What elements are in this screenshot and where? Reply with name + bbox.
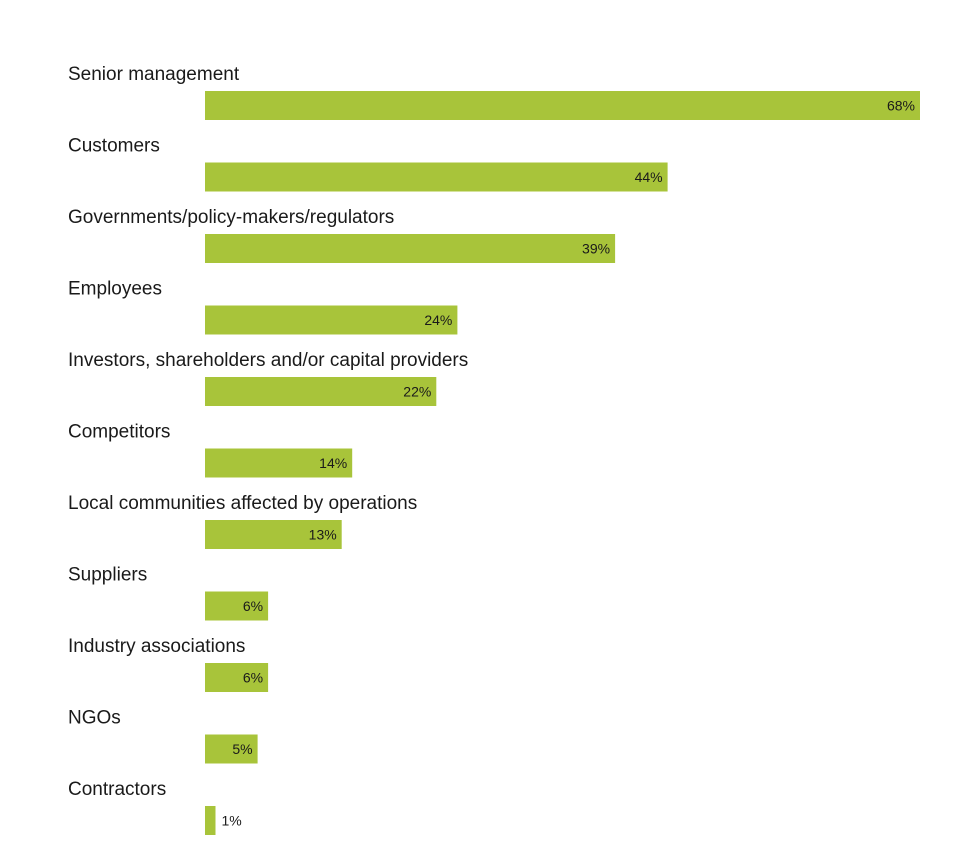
category-label: Suppliers xyxy=(68,565,147,586)
category-label: Investors, shareholders and/or capital p… xyxy=(68,350,468,371)
bar xyxy=(205,806,216,835)
bar xyxy=(205,663,269,692)
category-label: Industry associations xyxy=(68,636,245,657)
bar xyxy=(205,162,668,192)
bar xyxy=(205,591,269,621)
value-label: 5% xyxy=(232,741,252,757)
value-label: 6% xyxy=(243,598,263,614)
bar xyxy=(205,91,920,120)
bar xyxy=(205,377,437,406)
category-label: Local communities affected by operations xyxy=(68,493,417,514)
bar xyxy=(205,305,458,335)
value-label: 14% xyxy=(319,455,347,471)
bar xyxy=(205,734,258,764)
category-label: Senior management xyxy=(68,64,240,85)
bar xyxy=(205,520,342,549)
bar xyxy=(205,448,353,478)
category-label: Customers xyxy=(68,136,160,157)
bar xyxy=(205,234,616,263)
category-label: Competitors xyxy=(68,422,170,443)
value-label: 24% xyxy=(424,312,452,328)
category-label: NGOs xyxy=(68,708,121,729)
value-label: 1% xyxy=(222,813,242,829)
value-label: 6% xyxy=(243,670,263,686)
category-label: Employees xyxy=(68,279,162,300)
category-label: Governments/policy-makers/regulators xyxy=(68,207,394,228)
value-label: 44% xyxy=(635,169,663,185)
value-label: 22% xyxy=(403,384,431,400)
value-label: 39% xyxy=(582,241,610,257)
category-label: Contractors xyxy=(68,779,166,800)
value-label: 68% xyxy=(887,98,915,114)
value-label: 13% xyxy=(309,527,337,543)
